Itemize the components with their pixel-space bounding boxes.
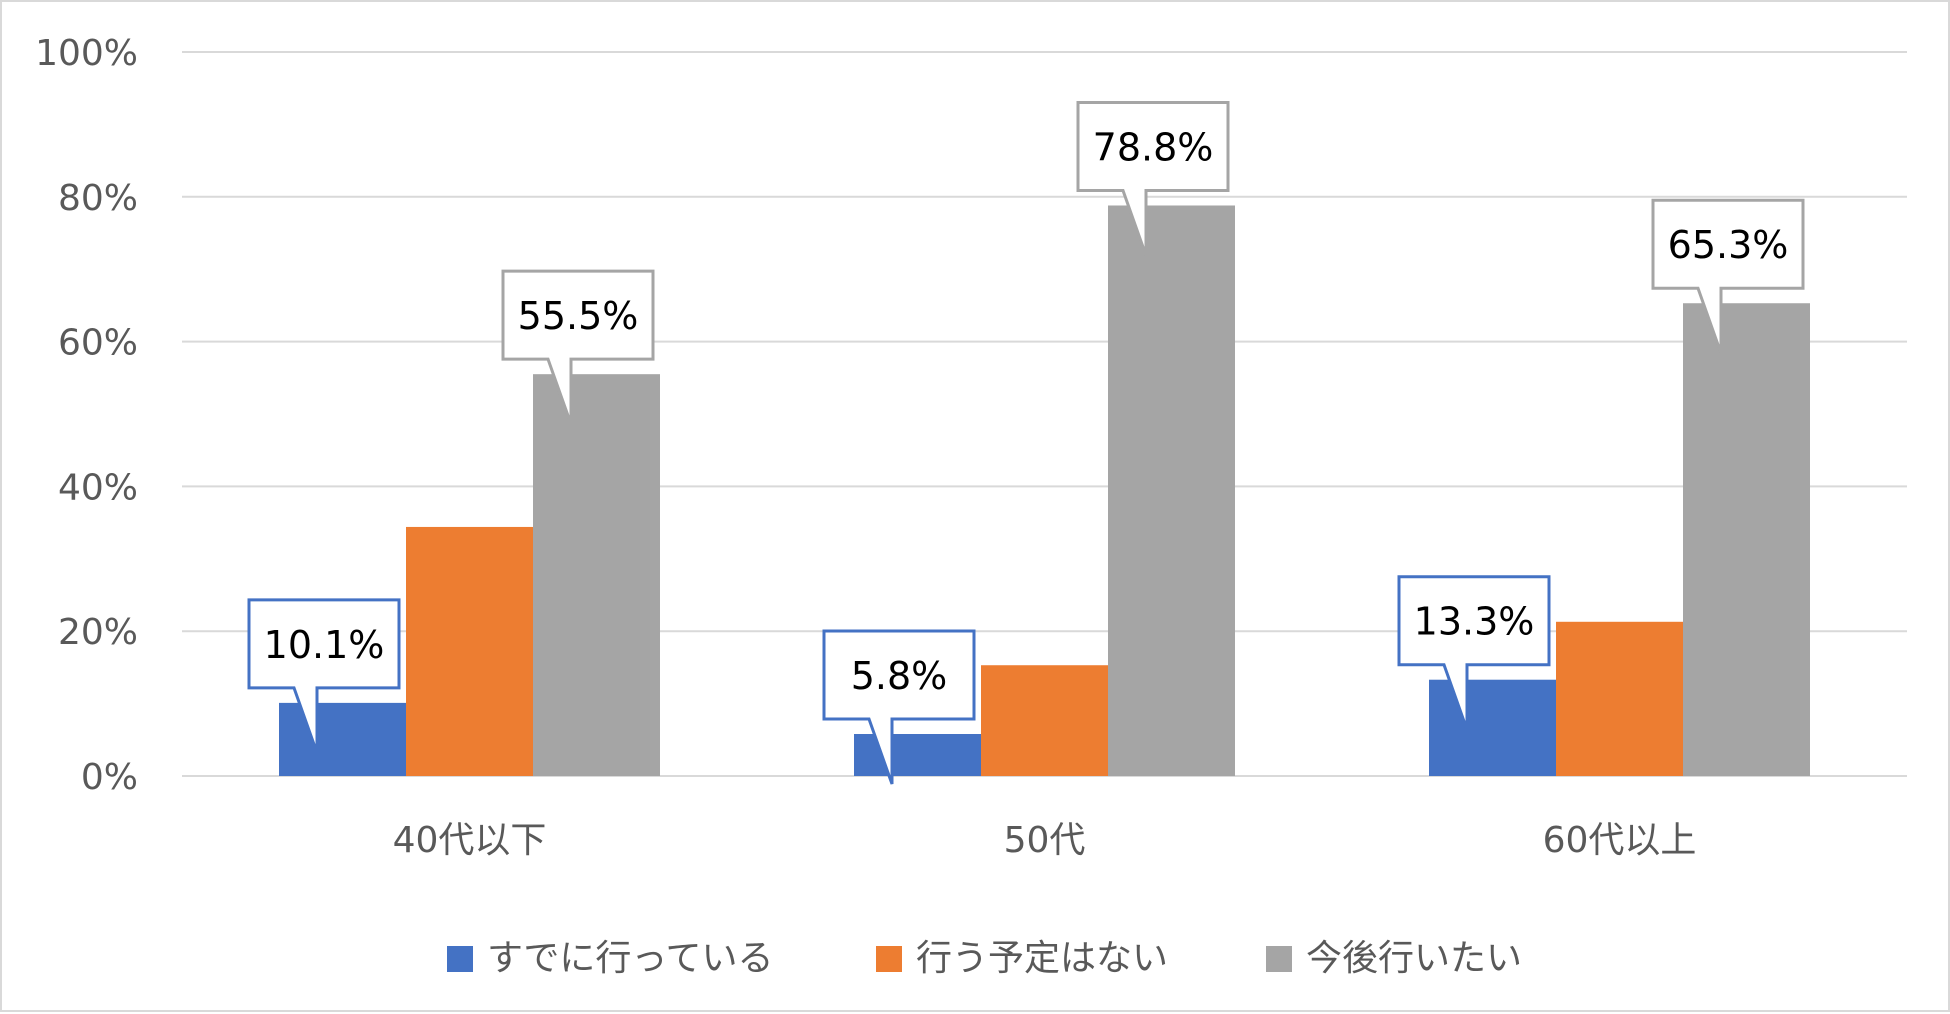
bar <box>1683 303 1810 776</box>
callout-box <box>501 269 655 425</box>
x-axis-category-labels: 40代以下 50代 60代以上 <box>393 820 1697 861</box>
bar <box>1108 205 1235 776</box>
y-tick-label: 60% <box>58 323 138 364</box>
y-tick-label: 20% <box>58 612 138 653</box>
bar <box>279 702 406 776</box>
bar <box>854 734 981 776</box>
callout-box <box>1397 575 1551 731</box>
bars <box>279 205 1810 776</box>
legend-label: 今後行いたい <box>1306 938 1522 979</box>
x-category-label: 60代以上 <box>1543 820 1697 861</box>
data-label: 5.8% <box>851 654 948 698</box>
legend-swatch <box>876 946 902 972</box>
callout-box <box>1076 100 1230 256</box>
y-axis-tick-labels: 0% 20% 40% 60% 80% 100% <box>35 33 138 798</box>
callout-box <box>1651 198 1805 354</box>
bar <box>533 374 660 776</box>
callout-box <box>822 629 976 785</box>
data-label: 10.1% <box>264 623 385 667</box>
data-label: 78.8% <box>1093 125 1214 169</box>
bar <box>406 526 533 776</box>
bar <box>1429 679 1556 776</box>
legend-swatch <box>1266 946 1292 972</box>
y-tick-label: 80% <box>58 178 138 219</box>
y-tick-label: 40% <box>58 467 138 508</box>
legend-label: 行う予定はない <box>916 938 1168 979</box>
x-category-label: 40代以下 <box>393 820 547 861</box>
x-category-label: 50代 <box>1004 820 1086 861</box>
y-tick-label: 0% <box>81 757 138 798</box>
legend-swatch <box>447 946 473 972</box>
data-label-callouts: 10.1% 5.8% 13.3% 55.5% 78.8% 65.3% <box>247 100 1805 785</box>
bar <box>981 665 1108 776</box>
legend-label: すでに行っている <box>487 938 774 979</box>
callout-box <box>247 598 401 754</box>
data-label: 13.3% <box>1414 600 1535 644</box>
y-tick-label: 100% <box>35 33 138 74</box>
bar <box>1556 621 1683 776</box>
data-label: 55.5% <box>518 294 639 338</box>
data-label: 65.3% <box>1668 223 1789 267</box>
legend: すでに行っている 行う予定はない 今後行いたい <box>447 938 1522 979</box>
